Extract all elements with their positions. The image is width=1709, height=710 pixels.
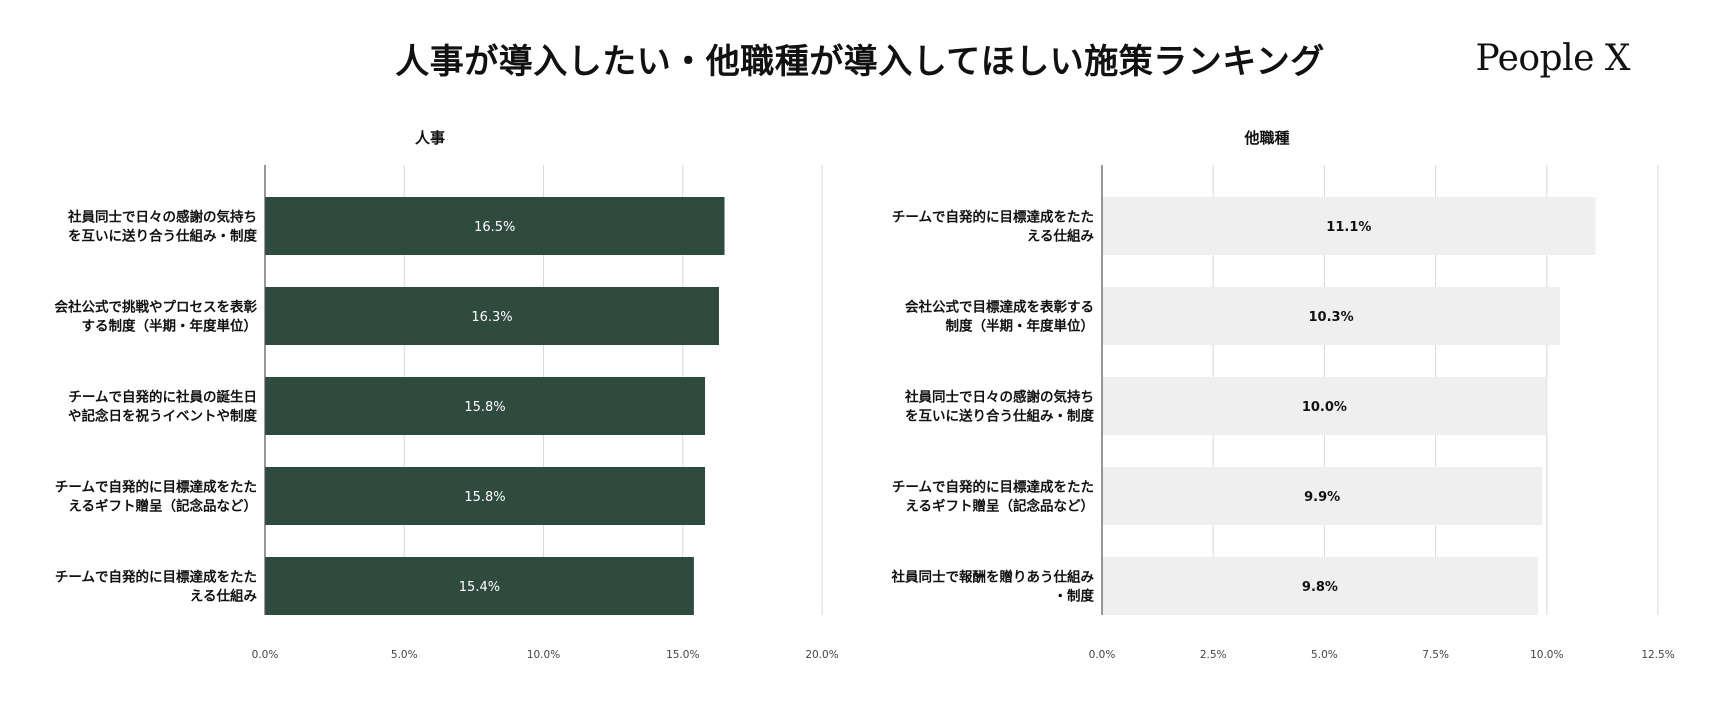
hr-data-label: 16.5%	[474, 220, 515, 235]
other-chart-title: 他職種	[1244, 129, 1290, 147]
hr-category-label: チームで自発的に目標達成をたたえる仕組み	[55, 569, 258, 605]
other-category-label: 社員同士で日々の感謝の気持ちを互いに送り合う仕組み・制度	[904, 389, 1094, 425]
hr-data-label: 16.3%	[471, 310, 512, 325]
other-bar	[1102, 467, 1543, 525]
hr-bar	[265, 467, 706, 525]
hr-tick-label: 0.0%	[252, 649, 279, 661]
hr-data-label: 15.8%	[464, 490, 505, 505]
hr-bar	[265, 287, 719, 345]
other-data-label: 10.0%	[1302, 400, 1347, 415]
brand-logo: People X	[1475, 38, 1630, 79]
hr-chart-title: 人事	[414, 129, 445, 147]
other-bar	[1102, 197, 1596, 255]
hr-tick-label: 5.0%	[391, 649, 418, 661]
hr-category-label: 会社公式で挑戦やプロセスを表彰する制度（半期・年度単位）	[55, 299, 258, 335]
other-data-label: 10.3%	[1309, 310, 1354, 325]
other-data-label: 9.9%	[1304, 490, 1340, 505]
page-title: 人事が導入したい・他職種が導入してほしい施策ランキング	[395, 42, 1325, 82]
hr-tick-label: 15.0%	[666, 649, 699, 661]
other-data-label: 11.1%	[1326, 220, 1371, 235]
other-bar	[1102, 287, 1561, 345]
other-data-label: 9.8%	[1302, 580, 1338, 595]
other-tick-label: 2.5%	[1200, 649, 1227, 661]
hr-tick-label: 10.0%	[527, 649, 560, 661]
hr-category-label: 社員同士で日々の感謝の気持ちを互いに送り合う仕組み・制度	[67, 209, 257, 245]
other-tick-label: 0.0%	[1089, 649, 1116, 661]
other-category-label: 社員同士で報酬を贈りあう仕組み・制度	[891, 569, 1095, 605]
other-bar	[1102, 377, 1547, 435]
hr-bar	[265, 197, 725, 255]
hr-bar	[265, 557, 694, 615]
other-category-label: 会社公式で目標達成を表彰する制度（半期・年度単位）	[905, 299, 1094, 335]
other-category-label: チームで自発的に目標達成をたたえる仕組み	[892, 209, 1095, 245]
hr-data-label: 15.8%	[464, 400, 505, 415]
hr-bar	[265, 377, 706, 435]
hr-category-label: チームで自発的に社員の誕生日や記念日を祝うイベントや制度	[68, 389, 257, 425]
other-tick-label: 12.5%	[1641, 649, 1674, 661]
other-category-label: チームで自発的に目標達成をたたえるギフト贈呈（記念品など）	[892, 479, 1094, 515]
hr-data-label: 15.4%	[459, 580, 500, 595]
hr-category-label: チームで自発的に目標達成をたたえるギフト贈呈（記念品など）	[55, 479, 257, 515]
hr-tick-label: 20.0%	[805, 649, 838, 661]
other-bar	[1102, 557, 1538, 615]
other-tick-label: 7.5%	[1422, 649, 1449, 661]
other-tick-label: 5.0%	[1311, 649, 1338, 661]
other-tick-label: 10.0%	[1530, 649, 1563, 661]
